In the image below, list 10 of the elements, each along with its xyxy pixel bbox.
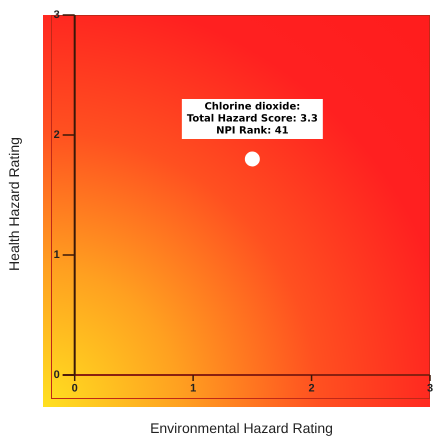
y-tick-label: 2 (54, 129, 60, 142)
x-tick-label: 0 (72, 382, 78, 395)
y-axis-title: Health Hazard Rating (6, 136, 22, 273)
x-tick-label: 2 (308, 382, 315, 395)
x-tick-label: 3 (426, 382, 434, 395)
x-axis-title: Environmental Hazard Rating (149, 420, 334, 436)
annotation: Chlorine dioxide: Total Hazard Score: 3.3 NPI Rank: 41 (186, 102, 318, 137)
y-tick-label: 0 (54, 369, 60, 382)
y-tick-label: 1 (54, 249, 60, 262)
x-tick-label: 1 (190, 382, 196, 395)
